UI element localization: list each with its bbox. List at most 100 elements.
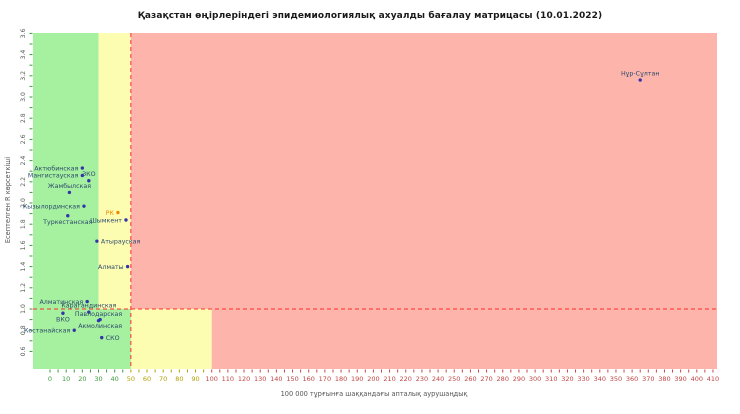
data-point	[87, 310, 91, 314]
x-tick-label: 280	[497, 375, 509, 383]
y-tick-label: 2.2	[20, 177, 27, 187]
zone-upper-yellow	[98, 33, 131, 309]
x-tick-label: 70	[159, 375, 167, 383]
zone-upper-red	[130, 33, 718, 309]
data-point-label: Нұр-Сұлтан	[621, 71, 660, 78]
data-point	[95, 239, 99, 243]
zone-lower-red	[211, 309, 717, 369]
x-tick-label: 180	[335, 375, 347, 383]
data-point	[638, 78, 642, 82]
x-tick-label: 400	[691, 375, 703, 383]
data-point	[82, 204, 86, 208]
data-point	[100, 335, 104, 340]
x-tick-label: 40	[111, 375, 119, 383]
x-tick-label: 320	[561, 375, 573, 383]
data-point	[124, 218, 128, 222]
x-tick-label: 150	[286, 375, 298, 383]
data-point-label: Мангистауская	[28, 173, 79, 180]
data-point	[67, 190, 72, 195]
x-tick-label: 240	[432, 375, 444, 383]
x-tick-label: 330	[577, 375, 589, 383]
x-tick-label: 120	[238, 375, 250, 383]
data-point	[61, 311, 65, 315]
x-tick-label: 190	[351, 375, 363, 383]
x-tick-label: 270	[480, 375, 492, 383]
y-tick-label: 1.2	[20, 283, 27, 293]
data-point	[80, 173, 85, 178]
y-tick-label: 2.0	[20, 198, 27, 208]
x-tick-label: 360	[626, 375, 638, 383]
y-tick-label: 0.8	[20, 325, 27, 335]
data-point	[72, 328, 76, 332]
x-tick-label: 60	[143, 375, 151, 383]
y-tick-label: 1.0	[20, 304, 27, 314]
x-tick-label: 370	[642, 375, 654, 383]
chart-title: Қазақстан өңірлеріндегі эпидемиологиялық…	[137, 11, 603, 21]
y-tick-label: 1.4	[20, 262, 27, 272]
y-tick-label: 0.6	[20, 346, 27, 356]
data-point	[66, 214, 70, 218]
y-tick-label: 1.6	[20, 240, 27, 250]
y-tick-label: 1.8	[20, 219, 27, 229]
y-axis-title: Есептелген R көрсеткіші	[4, 156, 12, 244]
x-tick-label: 340	[594, 375, 606, 383]
data-point-label: Атырауская	[101, 238, 141, 245]
x-tick-label: 50	[127, 375, 135, 383]
data-point-label: ЗКО	[82, 171, 96, 178]
y-tick-label: 2.4	[20, 156, 27, 166]
x-tick-label: 230	[416, 375, 428, 383]
x-tick-label: 10	[62, 375, 70, 383]
x-axis-title: 100 000 тұрғынға шаққандағы апталық ауру…	[280, 390, 468, 398]
x-tick-label: 130	[254, 375, 266, 383]
y-tick-label: 3.6	[20, 28, 27, 38]
data-point-label: Кызылординская	[23, 203, 80, 210]
x-tick-label: 380	[658, 375, 670, 383]
zone-upper-green	[33, 33, 99, 309]
data-point	[125, 264, 130, 269]
x-tick-label: 210	[383, 375, 395, 383]
zone-lower-green	[33, 309, 131, 369]
y-tick-label: 3.2	[20, 71, 27, 81]
data-point	[80, 166, 85, 170]
data-point-label: Алматинская	[39, 299, 83, 306]
data-point-label: Акмолинская	[78, 323, 122, 330]
x-tick-label: 300	[529, 375, 541, 383]
x-tick-label: 200	[367, 375, 379, 383]
x-tick-label: 0	[48, 375, 52, 383]
zone-lower-yellow	[130, 309, 212, 369]
x-tick-label: 410	[707, 375, 719, 383]
data-point	[87, 179, 91, 183]
data-point-label: Костанайская	[24, 327, 71, 335]
x-tick-label: 30	[94, 375, 102, 383]
y-tick-label: 2.8	[20, 113, 27, 123]
data-point-label: Актюбинская	[34, 164, 78, 172]
x-tick-label: 140	[270, 375, 282, 383]
data-point-label: Шымкент	[90, 217, 122, 224]
x-tick-label: 160	[303, 375, 315, 383]
data-point-label: Алматы	[98, 264, 124, 271]
x-tick-label: 220	[400, 375, 412, 383]
x-tick-label: 260	[464, 375, 476, 383]
x-tick-label: 350	[610, 375, 622, 383]
data-point-label: Жамбылская	[48, 182, 91, 190]
data-point	[98, 317, 102, 322]
y-tick-label: 2.6	[20, 134, 27, 144]
y-tick-label: 3.0	[20, 92, 27, 102]
data-point-label: РК	[106, 210, 115, 217]
data-point-label: Павлодарская	[75, 311, 123, 318]
x-tick-label: 310	[545, 375, 557, 383]
data-point-label: Туркестанская	[42, 219, 92, 226]
x-tick-label: 110	[222, 375, 234, 383]
x-tick-label: 290	[513, 375, 525, 383]
x-tick-label: 170	[319, 375, 331, 383]
data-point-label: Карагандинская	[61, 303, 116, 310]
x-tick-label: 250	[448, 375, 460, 383]
x-tick-label: 90	[191, 375, 199, 383]
x-tick-label: 80	[175, 375, 183, 383]
data-point-label: ВКО	[56, 317, 70, 324]
data-point	[116, 210, 120, 215]
x-tick-label: 20	[78, 375, 86, 383]
data-point-label: СКО	[106, 335, 120, 342]
